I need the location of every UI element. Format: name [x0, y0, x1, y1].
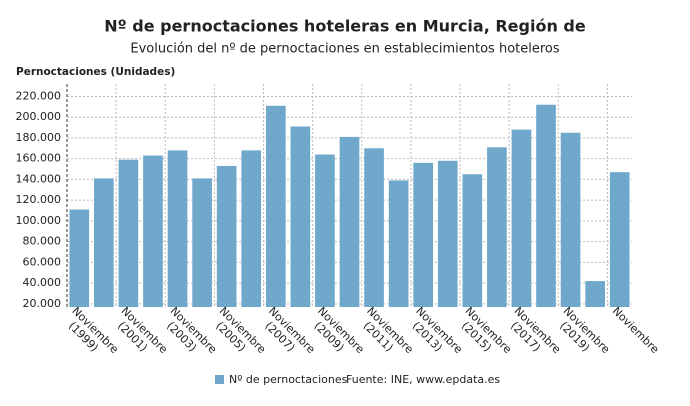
bar [388, 180, 409, 307]
bar [609, 172, 630, 307]
bar [413, 162, 434, 307]
bar [143, 155, 163, 307]
bar [94, 178, 114, 307]
bar [437, 160, 458, 307]
x-tick-label: Noviembre(2007) [257, 304, 318, 365]
x-tick-label: Noviembre(1999) [60, 304, 121, 365]
bar [585, 281, 605, 307]
x-tick-label: Noviembre [610, 304, 662, 356]
bar [265, 105, 286, 307]
bar [69, 209, 90, 307]
y-tick-label: 60.000 [23, 255, 62, 268]
bar [487, 147, 507, 307]
y-tick-label: 80.000 [23, 235, 62, 248]
bar [241, 150, 262, 307]
bar [167, 150, 188, 307]
x-tick-label: Noviembre(2009) [306, 304, 367, 365]
y-tick-label: 40.000 [23, 276, 62, 289]
y-tick-label: 140.000 [16, 172, 62, 185]
chart-subtitle: Evolución del nº de pernoctaciones en es… [130, 42, 560, 57]
bar [315, 154, 335, 307]
legend-label: Nº de pernoctaciones [229, 373, 348, 386]
bar [511, 129, 532, 307]
x-tick-label: Noviembre(2001) [109, 304, 170, 365]
bar [118, 159, 139, 307]
x-tick-label: Noviembre(2017) [502, 304, 563, 365]
x-tick-label: Noviembre(2005) [208, 304, 269, 365]
chart-title: Nº de pernoctaciones hoteleras en Murcia… [104, 17, 586, 36]
bar [339, 136, 360, 307]
y-tick-label: 180.000 [16, 131, 62, 144]
x-tick-label: Noviembre(2003) [158, 304, 219, 365]
bar [290, 126, 311, 308]
bar [216, 165, 237, 307]
x-tick-label: Noviembre(2019) [551, 304, 612, 365]
source: Fuente: INE, www.epdata.es [346, 373, 500, 386]
bar [192, 178, 212, 307]
y-tick-label: 120.000 [16, 193, 62, 206]
bar [536, 104, 556, 307]
y-tick-label: 20.000 [23, 297, 62, 310]
y-tick-label: 100.000 [16, 214, 62, 227]
legend-swatch [215, 375, 224, 384]
y-tick-label: 200.000 [16, 110, 62, 123]
y-axis-label: Pernoctaciones (Unidades) [16, 66, 175, 78]
bar [560, 132, 581, 307]
x-tick-label: Noviembre(2013) [404, 304, 465, 365]
bar [364, 148, 384, 307]
y-tick-label: 160.000 [16, 152, 62, 165]
bar [462, 174, 483, 307]
y-tick-label: 220.000 [16, 89, 62, 102]
x-tick-label: Noviembre(2015) [453, 304, 514, 365]
x-tick-label: Noviembre(2011) [355, 304, 416, 365]
